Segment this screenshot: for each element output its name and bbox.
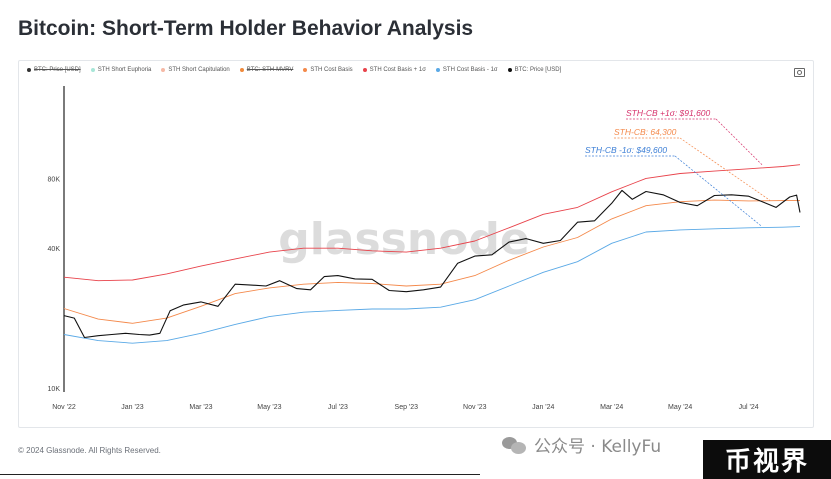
- legend-item[interactable]: BTC: Price [USD]: [507, 67, 562, 73]
- x-tick-label: Jul '24: [739, 404, 759, 411]
- legend-label: BTC: STH-MVRV: [246, 67, 294, 73]
- legend-item[interactable]: STH Short Capitulation: [161, 67, 230, 73]
- x-tick-label: Jul '23: [328, 404, 348, 411]
- legend-swatch: [303, 68, 308, 72]
- x-tick-label: May '23: [257, 404, 281, 411]
- chart-legend: BTC: Price [USD] STH Short Euphoria STH Sh…: [27, 67, 571, 73]
- chart-panel: BTC: Price [USD] STH Short Euphoria STH Sh…: [18, 60, 814, 428]
- legend-item[interactable]: STH Cost Basis: [303, 67, 353, 73]
- legend-swatch: [27, 68, 31, 72]
- legend-item[interactable]: STH Short Euphoria: [90, 67, 152, 73]
- x-tick-label: Sep '23: [395, 404, 419, 411]
- annotation-leader: [715, 118, 763, 165]
- x-tick-label: Jan '24: [532, 404, 554, 411]
- legend-swatch: [161, 68, 166, 72]
- glassnode-watermark: glassnode: [278, 214, 530, 265]
- series-line: [63, 226, 801, 344]
- legend-label: STH Cost Basis: [310, 67, 353, 73]
- legend-item[interactable]: BTC: Price [USD]: [27, 67, 81, 73]
- annotation-label: STH-CB +1σ: $91,600: [626, 108, 711, 118]
- annotation-label: STH-CB -1σ: $49,600: [585, 145, 667, 155]
- annotation-label: STH-CB: 64,300: [614, 127, 677, 137]
- legend-swatch: [507, 68, 512, 72]
- series-line: [63, 199, 801, 324]
- x-tick-label: May '24: [668, 404, 692, 411]
- series-line: [63, 189, 801, 339]
- copyright-footer: © 2024 Glassnode. All Rights Reserved.: [18, 446, 161, 455]
- legend-swatch: [435, 68, 440, 72]
- x-tick-label: Jan '23: [121, 404, 143, 411]
- x-tick-label: Nov '22: [52, 404, 76, 411]
- site-badge: 币视界: [703, 440, 831, 479]
- x-tick-label: Nov '23: [463, 404, 487, 411]
- annotation-leader: [674, 155, 763, 227]
- series-line: [63, 164, 801, 282]
- legend-item[interactable]: STH Cost Basis - 1σ: [435, 67, 498, 73]
- x-tick-label: Mar '23: [189, 404, 212, 411]
- legend-label: STH Short Capitulation: [168, 67, 230, 73]
- camera-icon[interactable]: [794, 68, 805, 77]
- legend-label: BTC: Price [USD]: [514, 67, 562, 73]
- y-tick-label: 40K: [48, 246, 61, 253]
- chart-title: Bitcoin: Short-Term Holder Behavior Anal…: [18, 17, 474, 40]
- legend-label: BTC: Price [USD]: [34, 67, 81, 73]
- y-tick-label: 10K: [48, 386, 61, 393]
- legend-label: STH Short Euphoria: [97, 67, 152, 73]
- wechat-text: 公众号 · KellyFu: [534, 437, 662, 457]
- divider: [0, 474, 480, 475]
- annotation-leader: [679, 137, 771, 201]
- y-tick-label: 80K: [48, 176, 61, 183]
- wechat-icon: [502, 435, 528, 455]
- legend-label: STH Cost Basis + 1σ: [369, 67, 426, 73]
- legend-swatch: [90, 68, 95, 72]
- x-tick-label: Mar '24: [600, 404, 623, 411]
- legend-label: STH Cost Basis - 1σ: [442, 67, 498, 73]
- legend-swatch: [362, 68, 367, 72]
- legend-item[interactable]: BTC: STH-MVRV: [239, 67, 294, 73]
- wechat-watermark: 公众号 · KellyFu: [502, 432, 661, 457]
- legend-swatch: [239, 68, 244, 72]
- legend-item[interactable]: STH Cost Basis + 1σ: [362, 67, 426, 73]
